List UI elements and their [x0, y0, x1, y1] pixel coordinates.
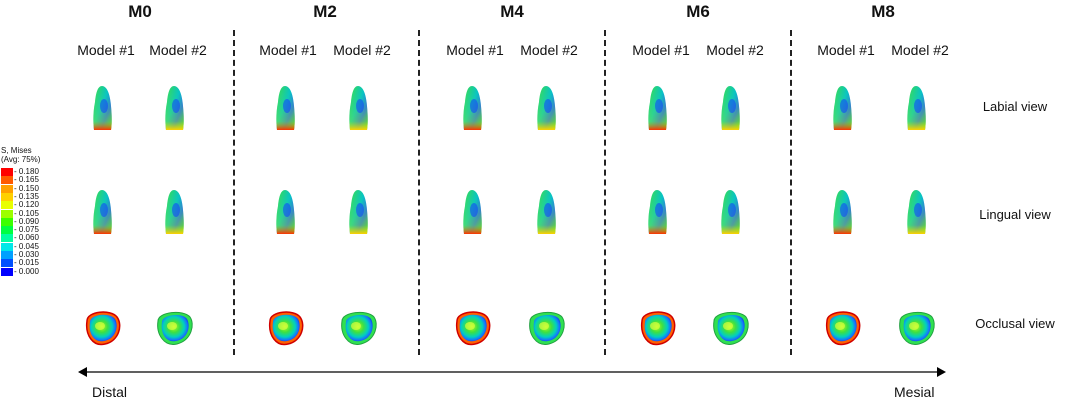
legend-swatch [1, 234, 13, 243]
legend-value: - 0.165 [14, 175, 39, 185]
tooth-occlusal-plot [451, 307, 493, 352]
view-label-lingual: Lingual view [979, 207, 1051, 222]
tooth-occlusal-plot [153, 307, 195, 352]
tooth-labial-plot [645, 84, 669, 137]
legend-swatch [1, 267, 13, 276]
view-label-occlusal: Occlusal view [975, 316, 1055, 331]
legend-swatch [1, 176, 13, 185]
model-label-m2-2: Model #2 [333, 42, 391, 58]
legend-value: - 0.075 [14, 225, 39, 235]
tooth-labial-plot [460, 84, 484, 137]
tooth-labial-plot [162, 84, 186, 137]
legend-value: - 0.180 [14, 167, 39, 176]
tooth-lingual-plot [534, 188, 558, 241]
legend-swatch [1, 184, 13, 193]
group-title-m2: M2 [313, 2, 337, 21]
tooth-occlusal-plot [337, 307, 379, 352]
tooth-labial-plot [904, 84, 928, 137]
model-label-m6-2: Model #2 [706, 42, 764, 58]
tooth-occlusal-plot [709, 307, 751, 352]
legend-swatch [1, 259, 13, 268]
tooth-lingual-plot [346, 188, 370, 241]
legend-swatch [1, 192, 13, 201]
legend-value: - 0.045 [14, 241, 39, 251]
distal-mesial-arrow [78, 367, 946, 377]
legend-subtitle: (Avg: 75%) [1, 155, 41, 164]
group-title-m6: M6 [686, 2, 710, 21]
legend-title: S, Mises [1, 146, 32, 155]
model-label-m4-2: Model #2 [520, 42, 578, 58]
tooth-labial-plot [90, 84, 114, 137]
legend-value: - 0.090 [14, 216, 39, 226]
legend-swatch [1, 217, 13, 226]
tooth-labial-plot [273, 84, 297, 137]
group-title-m4: M4 [500, 2, 524, 21]
tooth-occlusal-plot [264, 307, 306, 352]
tooth-lingual-plot [90, 188, 114, 241]
axis-label-mesial: Mesial [894, 384, 935, 400]
tooth-lingual-plot [273, 188, 297, 241]
group-title-m8: M8 [871, 2, 895, 21]
tooth-occlusal-plot [636, 307, 678, 352]
legend-value: - 0.060 [14, 233, 39, 243]
group-divider [604, 30, 606, 355]
model-label-m6-1: Model #1 [632, 42, 690, 58]
group-divider [233, 30, 235, 355]
model-label-m0-2: Model #2 [149, 42, 207, 58]
view-label-labial: Labial view [982, 99, 1048, 114]
model-label-m8-1: Model #1 [817, 42, 875, 58]
tooth-lingual-plot [830, 188, 854, 241]
legend-value: - 0.150 [14, 183, 39, 193]
tooth-lingual-plot [904, 188, 928, 241]
legend-swatch [1, 251, 13, 259]
tooth-occlusal-plot [525, 307, 567, 352]
tooth-labial-plot [534, 84, 558, 137]
model-label-m4-1: Model #1 [446, 42, 504, 58]
tooth-lingual-plot [162, 188, 186, 241]
legend-swatch [1, 201, 13, 210]
legend-value: - 0.000 [14, 266, 39, 276]
legend-swatch [1, 226, 13, 235]
axis-label-distal: Distal [92, 384, 128, 400]
tooth-labial-plot [718, 84, 742, 137]
tooth-labial-plot [346, 84, 370, 137]
tooth-lingual-plot [718, 188, 742, 241]
legend-swatch [1, 209, 13, 218]
legend-swatch [1, 242, 13, 251]
tooth-labial-plot [830, 84, 854, 137]
group-divider [790, 30, 792, 355]
legend-value: - 0.030 [14, 250, 39, 259]
tooth-lingual-plot [645, 188, 669, 241]
group-divider [418, 30, 420, 355]
tooth-occlusal-plot [81, 307, 123, 352]
model-label-m8-2: Model #2 [891, 42, 949, 58]
tooth-occlusal-plot [895, 307, 937, 352]
legend-swatch [1, 168, 13, 176]
model-label-m0-1: Model #1 [77, 42, 135, 58]
legend-value: - 0.120 [14, 200, 39, 210]
legend-value: - 0.105 [14, 208, 39, 218]
tooth-lingual-plot [460, 188, 484, 241]
legend-value: - 0.015 [14, 258, 39, 268]
group-title-m0: M0 [128, 2, 152, 21]
model-label-m2-1: Model #1 [259, 42, 317, 58]
legend-value: - 0.135 [14, 191, 39, 201]
tooth-occlusal-plot [821, 307, 863, 352]
